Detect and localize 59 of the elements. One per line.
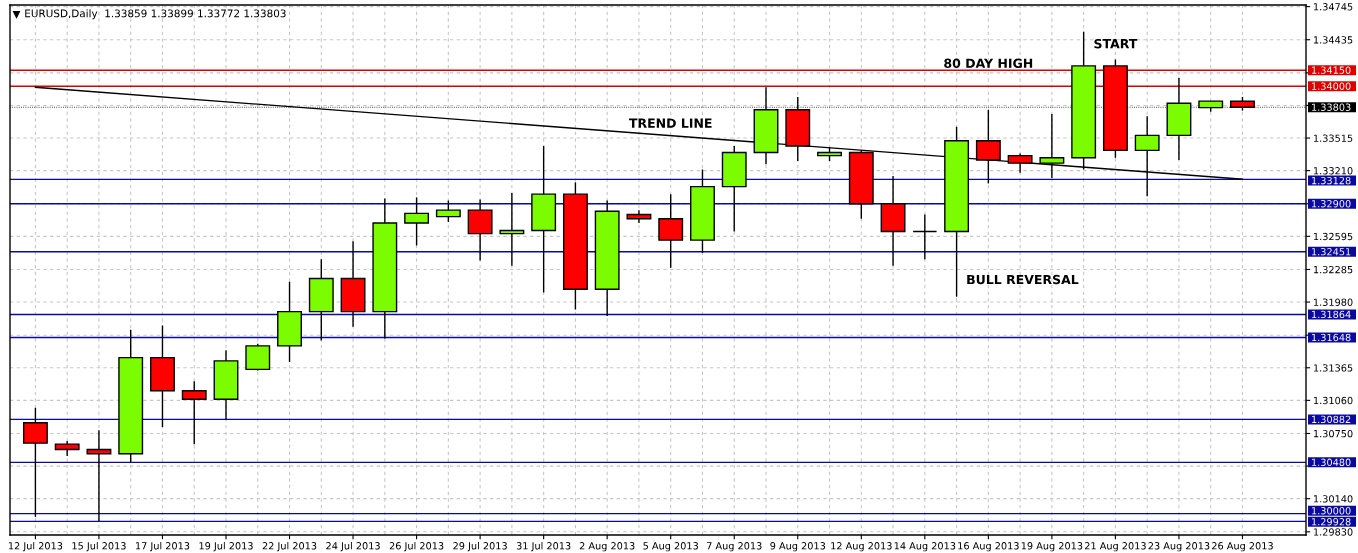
ref-line-label: 1.34150: [1312, 66, 1351, 74]
y-tick-label: 1.33210: [1314, 167, 1353, 175]
annotation: TREND LINE: [629, 118, 712, 128]
y-tick-label: 1.29830: [1314, 528, 1353, 536]
y-tick-label: 1.31365: [1314, 364, 1353, 372]
candlestick: [245, 343, 271, 372]
y-tick-label: 1.30750: [1314, 429, 1353, 438]
x-tick-label: 12 Aug 2013: [831, 542, 892, 552]
ref-line-label: 1.31648: [1312, 333, 1351, 342]
x-tick-label: 5 Aug 2013: [643, 542, 698, 552]
ref-line-label: 1.31864: [1312, 310, 1351, 319]
y-tick-label: 1.32595: [1314, 232, 1353, 241]
x-tick-label: 2 Aug 2013: [579, 542, 635, 552]
y-tick-label: 1.32285: [1314, 265, 1353, 274]
candlestick: [658, 193, 684, 269]
ref-line-label: 1.30000: [1312, 507, 1351, 515]
x-tick-label: 24 Jul 2013: [326, 541, 380, 552]
ref-line-label: 1.33803: [1312, 103, 1351, 111]
annotation: START: [1094, 38, 1138, 49]
x-tick-label: 15 Jul 2013: [72, 541, 126, 552]
x-tick-label: 29 Jul 2013: [453, 541, 507, 552]
x-tick-label: 17 Jul 2013: [136, 541, 190, 552]
y-tick-label: 1.34745: [1314, 3, 1353, 11]
ref-line-label: 1.33128: [1312, 176, 1351, 185]
x-tick-label: 9 Aug 2013: [770, 542, 826, 552]
candlestick: [86, 429, 112, 522]
chart-title: EURUSD,Daily 1.33859 1.33899 1.33772 1.33803: [25, 9, 286, 20]
ref-line-label: 1.32451: [1312, 248, 1351, 256]
y-tick-label: 1.30140: [1314, 495, 1353, 503]
y-tick-label: 1.31060: [1314, 396, 1353, 405]
annotation: 80 DAY HIGH: [944, 58, 1033, 68]
x-tick-label: 12 Jul 2013: [8, 541, 63, 552]
x-tick-label: 14 Aug 2013: [894, 542, 956, 552]
ref-line-label: 1.34000: [1312, 82, 1351, 90]
y-tick-label: 1.34435: [1314, 36, 1353, 44]
x-tick-label: 22 Jul 2013: [262, 541, 317, 552]
y-tick-label: 1.31980: [1314, 298, 1353, 306]
y-tick-label: 1.33515: [1314, 134, 1353, 142]
x-tick-label: 21 Aug 2013: [1084, 542, 1146, 552]
x-tick-label: 16 Aug 2013: [958, 542, 1019, 552]
annotation: BULL REVERSAL: [967, 274, 1079, 285]
x-tick-label: 7 Aug 2013: [706, 542, 762, 552]
ref-line-label: 1.30882: [1312, 415, 1351, 424]
ref-line-label: 1.29928: [1312, 518, 1351, 526]
candlestick: [912, 213, 938, 261]
x-tick-label: 26 Aug 2013: [1212, 542, 1273, 552]
candlestick: [1007, 152, 1033, 174]
candlestick: [22, 407, 48, 518]
ref-line-label: 1.32900: [1312, 200, 1351, 208]
ref-line-label: 1.30480: [1312, 458, 1351, 466]
x-tick-label: 19 Aug 2013: [1021, 542, 1083, 552]
x-tick-label: 19 Jul 2013: [199, 541, 253, 552]
candlestick: [435, 199, 461, 223]
x-tick-label: 23 Aug 2013: [1148, 542, 1210, 552]
candlestick: [181, 380, 207, 445]
x-tick-label: 31 Jul 2013: [516, 541, 571, 552]
candlestick: [404, 196, 430, 247]
x-tick-label: 26 Jul 2013: [389, 541, 444, 552]
candlestick: [467, 198, 493, 262]
